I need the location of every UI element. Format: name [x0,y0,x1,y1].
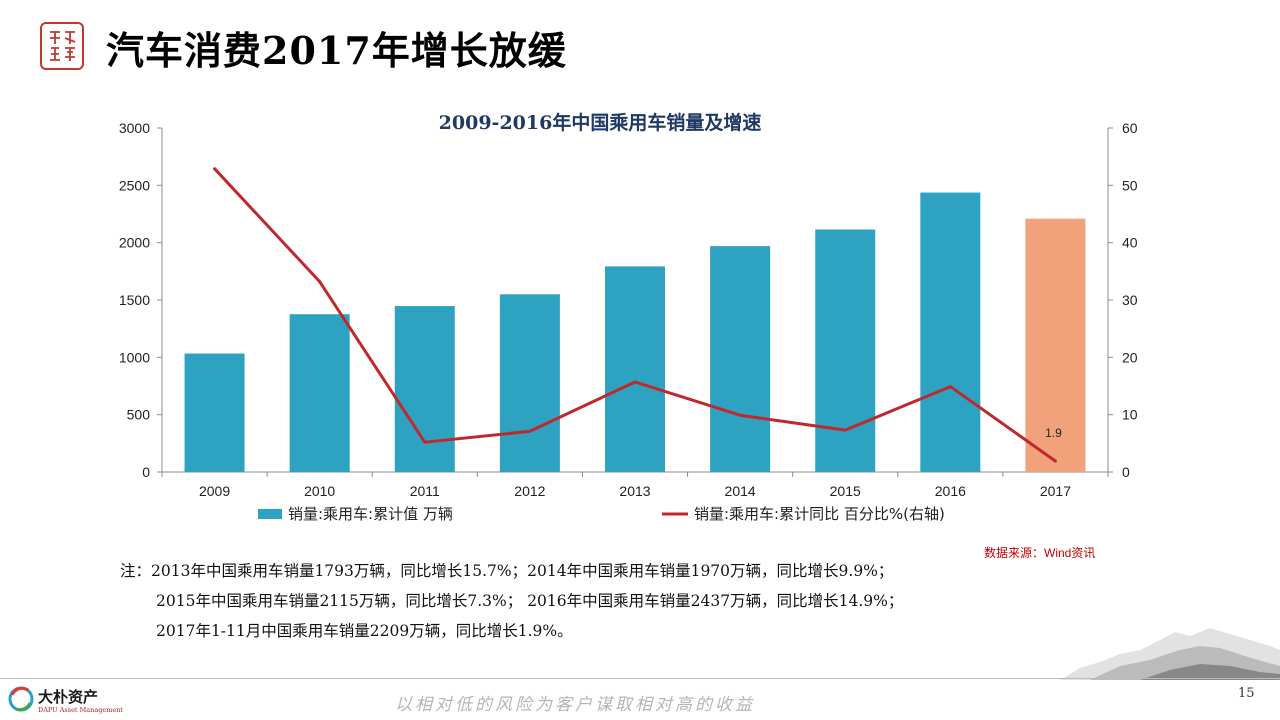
right-tick-label: 30 [1122,292,1138,308]
bar-2010 [289,314,350,472]
ink-mountain-decoration [1060,628,1280,680]
bar-2017 [1025,218,1086,472]
seal-icon [50,31,76,61]
right-tick-label: 0 [1122,464,1130,480]
page-number: 15 [1238,686,1255,701]
growth-point-2013 [633,380,637,384]
footnote: 注：2013年中国乘用车销量1793万辆，同比增长15.7%；2014年中国乘用… [120,556,903,646]
x-tick-label: 2010 [304,483,335,499]
left-tick-label: 0 [142,464,150,480]
growth-point-2016 [948,385,952,389]
data-label-2017: 1.9 [1045,426,1062,440]
x-tick-label: 2017 [1040,483,1071,499]
x-tick-label: 2013 [619,483,650,499]
left-tick-label: 2500 [119,177,150,193]
right-tick-label: 10 [1122,407,1138,423]
note-line-3: 2017年1-11月中国乘用车销量2209万辆，同比增长1.9%。 [156,622,573,640]
growth-point-2017 [1053,459,1057,463]
growth-point-2012 [528,429,532,433]
x-tick-label: 2012 [514,483,545,499]
bar-2013 [605,266,665,472]
page-title: 汽车消费2017年增长放缓 [106,28,567,73]
bar-2009 [184,353,245,472]
left-tick-label: 1500 [119,292,150,308]
brand-subtitle: DAPU Asset Management [38,706,124,714]
slogan: 以相对低的风险为客户谋取相对高的收益 [395,695,755,715]
growth-point-2011 [423,440,427,444]
bar-2014 [710,246,771,472]
seal-logo [40,22,84,70]
note-line-2: 2015年中国乘用车销量2115万辆，同比增长7.3%； 2016年中国乘用车销… [156,592,904,610]
growth-point-2015 [843,428,847,432]
right-tick-label: 60 [1122,120,1138,136]
left-tick-label: 2000 [119,235,150,251]
chart-area: 2009-2016年中国乘用车销量及增速 0500100015002000250… [119,111,1138,523]
growth-point-2014 [738,413,742,417]
right-tick-label: 20 [1122,349,1138,365]
brand-name: 大朴资产 [38,688,99,706]
right-tick-label: 50 [1122,177,1138,193]
x-tick-label: 2016 [935,483,966,499]
data-source: 数据来源：Wind资讯 [984,546,1096,560]
x-tick-label: 2009 [199,483,230,499]
left-tick-label: 3000 [119,120,150,136]
note-line-1: 注：2013年中国乘用车销量1793万辆，同比增长15.7%；2014年中国乘用… [120,562,894,580]
left-tick-label: 500 [127,407,151,423]
growth-point-2010 [318,280,322,284]
footer-logo: 大朴资产 DAPU Asset Management [8,684,128,718]
right-tick-label: 40 [1122,235,1138,251]
growth-point-2009 [213,167,217,171]
x-tick-label: 2015 [830,483,861,499]
left-tick-label: 1000 [119,349,150,365]
chart-title: 2009-2016年中国乘用车销量及增速 [439,111,762,134]
legend-bar-label: 销量:乘用车:累计值 万辆 [288,505,453,523]
bar-2016 [920,192,981,473]
dapu-logo-icon [8,686,34,712]
bar-2015 [815,229,876,472]
legend-line-label: 销量:乘用车:累计同比 百分比%(右轴) [694,505,945,523]
bar-2012 [499,294,560,472]
x-tick-label: 2014 [725,483,756,499]
bar-2011 [394,306,455,472]
footer-divider [0,678,1280,679]
legend-bar-swatch [258,509,282,519]
x-tick-label: 2011 [410,483,440,499]
